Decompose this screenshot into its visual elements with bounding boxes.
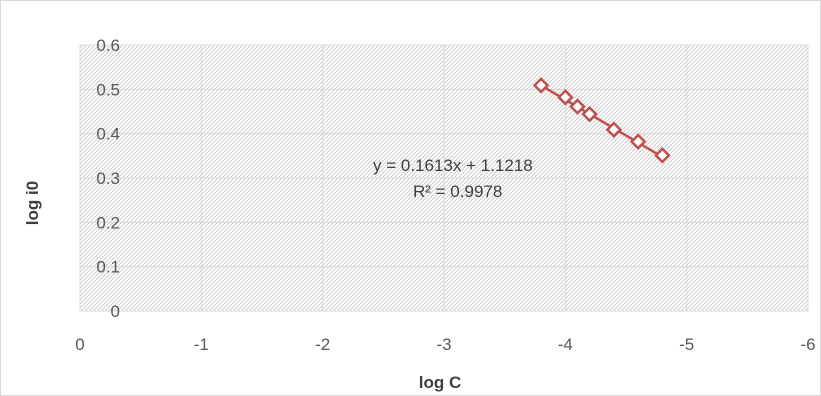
y-tick-label: 0 [111,302,120,321]
x-tick-label: -2 [315,335,330,354]
y-tick-label: 0.3 [96,169,120,188]
x-tick-label: 0 [75,335,84,354]
y-tick-label: 0.2 [96,213,120,232]
y-tick-label: 0.6 [96,36,120,55]
y-tick-label: 0.5 [96,80,120,99]
data-point [654,147,671,164]
x-tick-label: -3 [436,335,451,354]
data-point [557,89,574,106]
trendline-equation: y = 0.1613x + 1.1218 [373,156,533,175]
data-point [532,77,550,94]
x-tick-label: -5 [679,335,694,354]
data-point [605,121,623,138]
data-point [581,105,598,123]
x-tick-label: -6 [800,335,815,354]
y-axis-title: log i0 [23,181,42,225]
x-tick-label: -4 [558,335,573,354]
x-tick-label: -1 [194,335,209,354]
r-squared-label: R² = 0.9978 [413,182,502,201]
data-point [629,133,647,150]
data-point [569,98,586,115]
x-axis-title: log C [419,373,462,392]
y-tick-label: 0.1 [96,258,120,277]
y-tick-label: 0.4 [96,125,120,144]
